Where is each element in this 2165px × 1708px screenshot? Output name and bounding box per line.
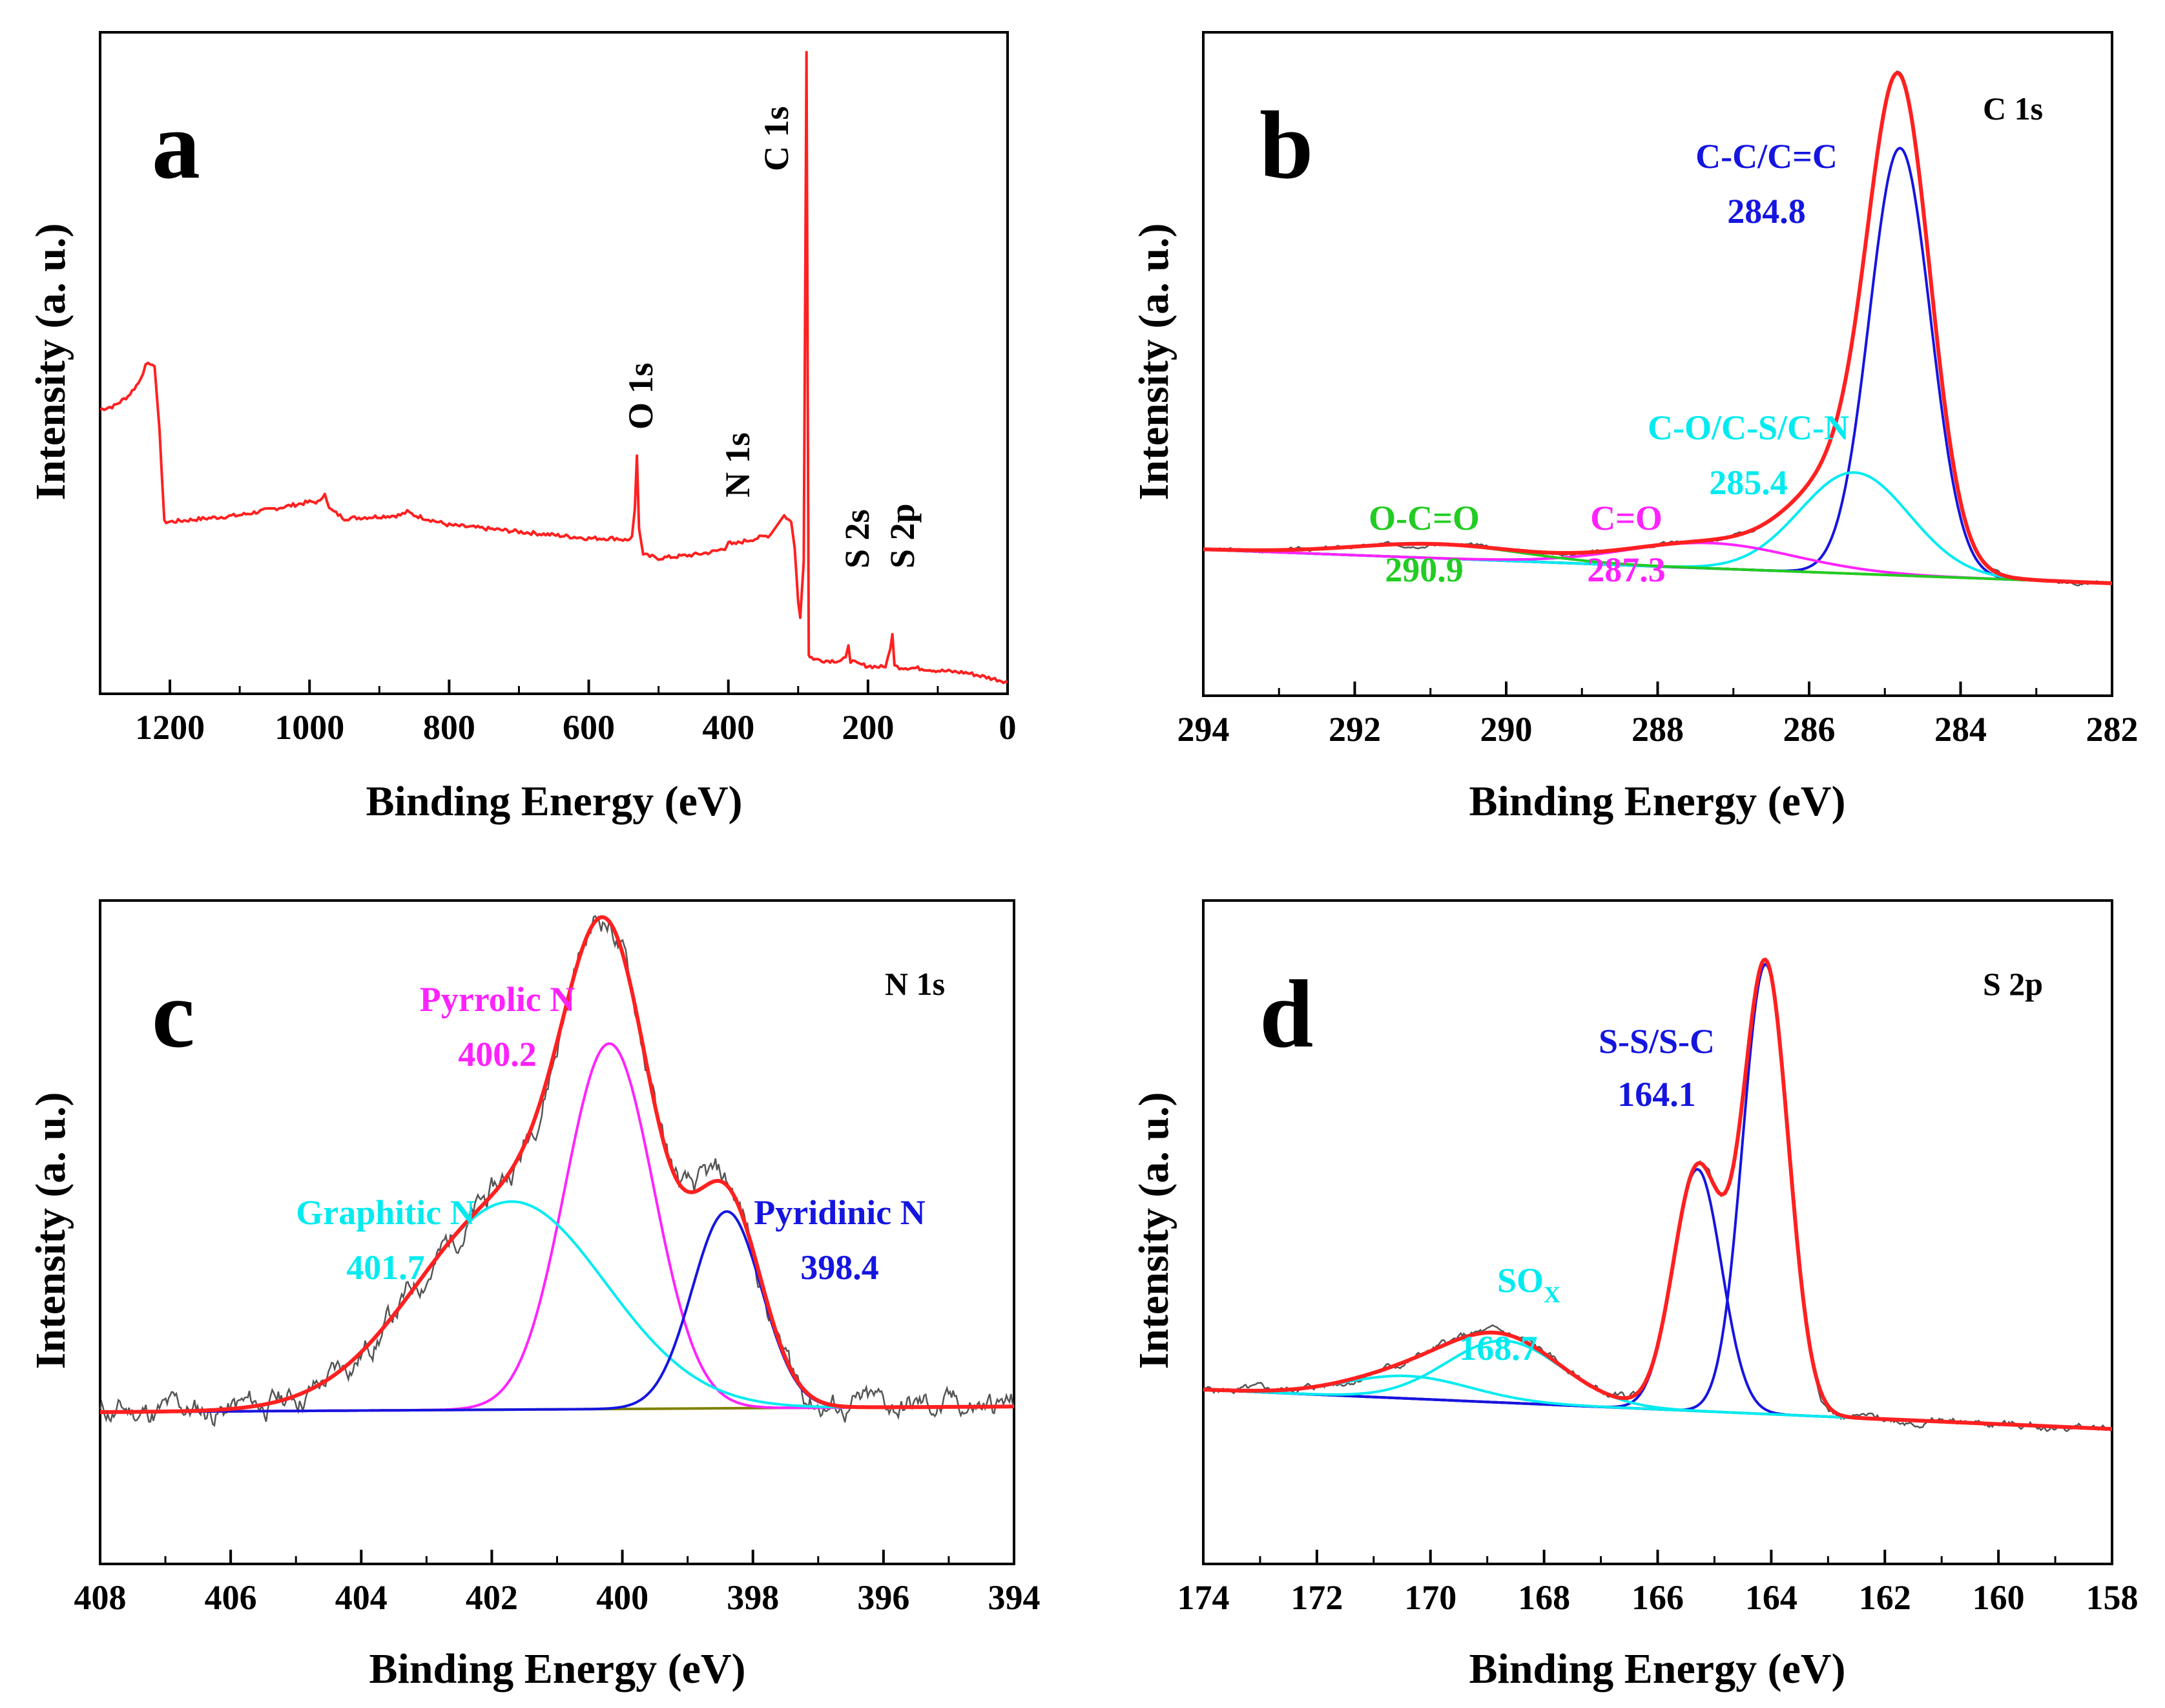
x-tick-label-c-4: 400 bbox=[596, 1578, 648, 1617]
envelope-line bbox=[1203, 70, 2113, 585]
panel-b-curves bbox=[1203, 70, 2113, 587]
label-pyridinic: Pyridinic N bbox=[754, 1193, 926, 1232]
envelope-line bbox=[100, 915, 1014, 1414]
panel-d-xlabel: Binding Energy (eV) bbox=[1469, 1645, 1845, 1692]
x-tick-label-c-1: 406 bbox=[205, 1578, 257, 1617]
raw-data-line bbox=[99, 915, 1015, 1427]
x-tick-label-d-1: 172 bbox=[1290, 1578, 1343, 1617]
x-tick-label-b-6: 282 bbox=[2086, 710, 2139, 749]
label-sox: SOX bbox=[1497, 1261, 1560, 1307]
panel-a-ticks bbox=[99, 680, 1009, 694]
x-tick-label-b-0: 294 bbox=[1177, 710, 1230, 749]
panel-d-tick-labels: 174 172 170 168 166 164 162 160 158 bbox=[1177, 1578, 2139, 1617]
x-tick-label-c-6: 396 bbox=[857, 1578, 909, 1617]
label-pyrrolic: Pyrrolic N bbox=[420, 980, 575, 1019]
panel-b-ticks bbox=[1202, 682, 2113, 696]
annotation-n1s: N 1s bbox=[718, 432, 757, 497]
panel-b-frame bbox=[1202, 31, 2113, 697]
label-cc-value: 284.8 bbox=[1727, 192, 1806, 231]
label-oc=o-value: 290.9 bbox=[1385, 550, 1464, 589]
panel-c: 408 406 404 402 400 398 396 394 c N 1s Intensit… bbox=[27, 899, 1041, 1692]
panel-b-tick-labels: 294 292 290 288 286 284 282 bbox=[1177, 710, 2139, 749]
label-graphitic: Graphitic N bbox=[296, 1193, 475, 1232]
panel-a: 1200 1000 800 600 400 200 0 a Intensity (a. u.… bbox=[27, 31, 1017, 825]
panel-d-title: S 2p bbox=[1983, 966, 2043, 1002]
label-cc: C-C/C=C bbox=[1695, 137, 1838, 176]
label-pyrrolic-value: 400.2 bbox=[458, 1035, 537, 1074]
annotation-s2p: S 2p bbox=[883, 503, 922, 568]
x-tick-label-d-4: 166 bbox=[1632, 1578, 1684, 1617]
component-line-1 bbox=[1203, 1168, 2113, 1431]
x-tick-label-d-0: 174 bbox=[1177, 1578, 1230, 1617]
panel-d: 174 172 170 168 166 164 162 160 158 d S 2p Inten… bbox=[1130, 899, 2139, 1692]
x-tick-label-a-6: 0 bbox=[999, 708, 1017, 747]
x-tick-label-c-3: 402 bbox=[466, 1578, 518, 1617]
panel-c-xlabel: Binding Energy (eV) bbox=[369, 1645, 745, 1692]
x-tick-label-c-2: 404 bbox=[335, 1578, 388, 1617]
label-co: C-O/C-S/C-N bbox=[1648, 408, 1849, 447]
panel-b: 294 292 290 288 286 284 282 b C 1s Intensity (… bbox=[1130, 31, 2139, 825]
x-tick-label-a-5: 200 bbox=[842, 708, 894, 747]
panel-b-letter: b bbox=[1259, 92, 1313, 199]
component-line-1 bbox=[100, 1200, 1014, 1413]
annotation-o1s: O 1s bbox=[621, 362, 660, 430]
panel-c-title: N 1s bbox=[885, 966, 945, 1002]
panel-a-xlabel: Binding Energy (eV) bbox=[366, 778, 742, 825]
x-tick-label-b-2: 290 bbox=[1480, 710, 1533, 749]
x-tick-label-b-3: 288 bbox=[1632, 710, 1684, 749]
panel-a-frame bbox=[99, 31, 1009, 695]
label-c=o-value: 287.3 bbox=[1587, 550, 1666, 589]
label-pyridinic-value: 398.4 bbox=[800, 1248, 879, 1287]
annotation-c1s: C 1s bbox=[757, 106, 796, 171]
label-co-value: 285.4 bbox=[1709, 463, 1788, 502]
annotation-s2s: S 2s bbox=[838, 509, 876, 568]
x-tick-label-c-5: 398 bbox=[727, 1578, 779, 1617]
x-tick-label-c-0: 408 bbox=[74, 1578, 127, 1617]
x-tick-label-d-7: 160 bbox=[1973, 1578, 2025, 1617]
x-tick-label-d-8: 158 bbox=[2086, 1578, 2139, 1617]
x-tick-label-a-2: 800 bbox=[423, 708, 475, 747]
panel-b-ylabel: Intensity (a. u.) bbox=[1130, 223, 1177, 500]
panel-d-frame bbox=[1202, 899, 2113, 1565]
panel-d-ticks bbox=[1202, 1550, 2113, 1564]
x-tick-label-a-3: 600 bbox=[563, 708, 615, 747]
panel-b-xlabel: Binding Energy (eV) bbox=[1469, 778, 1845, 825]
x-tick-label-a-1: 1000 bbox=[275, 708, 344, 747]
panel-a-tick-labels: 1200 1000 800 600 400 200 0 bbox=[135, 708, 1016, 747]
x-tick-label-d-2: 170 bbox=[1404, 1578, 1456, 1617]
label-oc=o: O-C=O bbox=[1369, 499, 1480, 537]
label-ss: S-S/S-C bbox=[1599, 1022, 1715, 1061]
survey-line bbox=[99, 50, 1008, 685]
label-sox-main: SO bbox=[1497, 1261, 1544, 1300]
panel-a-letter: a bbox=[152, 92, 200, 199]
label-graphitic-value: 401.7 bbox=[346, 1248, 425, 1287]
panel-d-ylabel: Intensity (a. u.) bbox=[1130, 1092, 1177, 1369]
label-c=o: C=O bbox=[1590, 499, 1663, 537]
panel-c-ylabel: Intensity (a. u.) bbox=[27, 1092, 74, 1369]
panel-b-title: C 1s bbox=[1983, 90, 2043, 127]
x-tick-label-d-5: 164 bbox=[1745, 1578, 1797, 1617]
panel-c-tick-labels: 408 406 404 402 400 398 396 394 bbox=[74, 1578, 1041, 1617]
x-tick-label-a-0: 1200 bbox=[135, 708, 205, 747]
panel-d-curves bbox=[1203, 957, 2113, 1432]
x-tick-label-d-6: 162 bbox=[1859, 1578, 1911, 1617]
panel-c-letter: c bbox=[152, 961, 195, 1068]
panel-a-ylabel: Intensity (a. u.) bbox=[27, 223, 74, 500]
x-tick-label-a-4: 400 bbox=[702, 708, 754, 747]
label-sox-subscript: X bbox=[1544, 1282, 1560, 1307]
panel-c-ticks bbox=[99, 1550, 1015, 1564]
label-ss-value: 164.1 bbox=[1617, 1075, 1696, 1114]
x-tick-label-b-5: 284 bbox=[1934, 710, 1987, 749]
x-tick-label-d-3: 168 bbox=[1518, 1578, 1570, 1617]
panel-d-letter: d bbox=[1259, 961, 1313, 1068]
label-sox-value: 168.7 bbox=[1459, 1329, 1538, 1368]
x-tick-label-b-4: 286 bbox=[1783, 710, 1836, 749]
panel-a-curves bbox=[99, 50, 1008, 685]
envelope-line bbox=[1203, 957, 2113, 1432]
x-tick-label-b-1: 292 bbox=[1329, 710, 1381, 749]
component-line-2 bbox=[100, 1210, 1014, 1413]
x-tick-label-c-7: 394 bbox=[988, 1578, 1041, 1617]
panel-c-curves bbox=[99, 915, 1015, 1427]
